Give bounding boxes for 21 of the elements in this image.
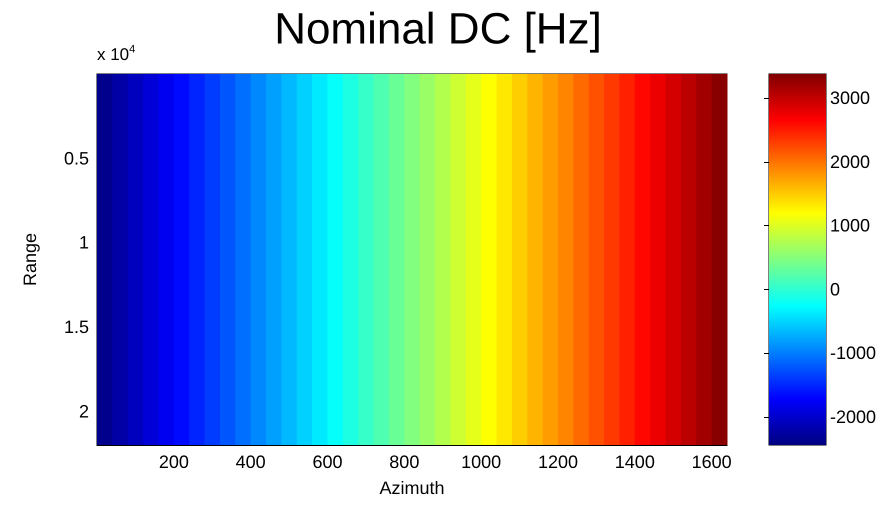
color-bar-label: 1000 bbox=[830, 216, 870, 236]
x-tick-label: 800 bbox=[389, 452, 420, 472]
color-bar-label: 3000 bbox=[830, 88, 870, 108]
x-tick-label: 1400 bbox=[614, 452, 655, 472]
y-tick-label: 2 bbox=[78, 401, 89, 422]
x-tick-label: 400 bbox=[236, 452, 266, 472]
x-tick-label: 1000 bbox=[461, 452, 502, 472]
color-bar-label: 2000 bbox=[830, 152, 870, 172]
color-bar-label: 0 bbox=[830, 279, 840, 300]
y-tick-label: 0.5 bbox=[64, 148, 89, 168]
color-bar-label: -2000 bbox=[830, 406, 876, 427]
y-tick-label: 1 bbox=[78, 232, 89, 253]
y-axis-title: Range bbox=[20, 232, 40, 286]
x-tick-label: 1200 bbox=[538, 452, 578, 472]
x-tick-label: 200 bbox=[158, 452, 189, 472]
chart-title: Nominal DC [Hz] bbox=[274, 4, 602, 54]
x-tick-label: 1600 bbox=[692, 452, 732, 472]
x-axis-title: Azimuth bbox=[379, 478, 445, 498]
x-tick-label: 600 bbox=[312, 452, 343, 472]
y-tick-label: 1.5 bbox=[64, 316, 89, 337]
color-bar-label: -1000 bbox=[830, 343, 876, 364]
